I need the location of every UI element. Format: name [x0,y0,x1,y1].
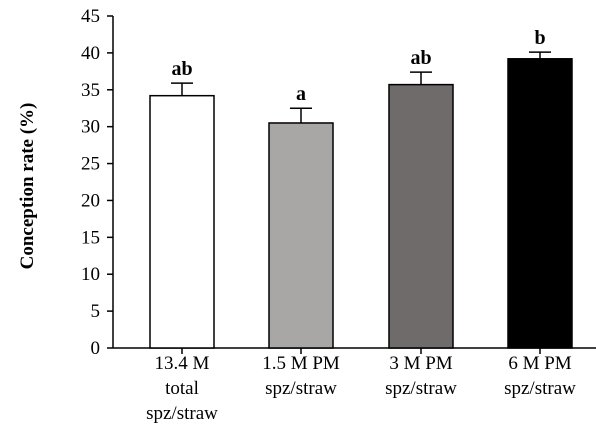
x-tick-label-line: total [165,378,199,399]
y-tick-label: 10 [81,264,100,285]
bar [268,122,334,349]
significance-label: ab [171,58,192,80]
y-ticks-group: 0 5 10 15 20 25 30 35 40 45 [81,6,113,359]
x-tick-label: 13.4 M total spz/straw [146,353,218,424]
bar [507,58,573,349]
bar [149,94,215,349]
y-tick-label: 5 [91,301,101,322]
y-tick-label: 30 [81,117,100,138]
significance-label: ab [410,47,431,69]
x-tick-label-line: 1.5 M PM [262,353,340,374]
x-tick-label: 3 M PM spz/straw [385,353,457,399]
x-tick-label-line: spz/straw [265,378,337,399]
x-tick-label: 1.5 M PM spz/straw [262,353,340,399]
x-tick-label-line: spz/straw [385,378,457,399]
x-tick-label: 6 M PM spz/straw [504,353,576,399]
x-tick-label-line: 13.4 M [155,353,210,374]
bars-group: ab a ab b [149,27,573,349]
x-tick-label-line: spz/straw [504,378,576,399]
significance-label: a [296,83,306,105]
y-tick-label: 0 [91,338,101,359]
y-tick-label: 40 [81,43,100,64]
significance-label: b [534,27,545,49]
y-axis-label: Conception rate (%) [17,103,38,270]
bar [388,83,454,349]
y-tick-label: 20 [81,190,100,211]
x-tick-label-line: 6 M PM [508,353,571,374]
x-tick-label-line: 3 M PM [389,353,452,374]
y-tick-label: 25 [81,154,100,175]
y-tick-label: 35 [81,80,100,101]
y-tick-label: 45 [81,6,100,27]
x-tick-label-line: spz/straw [146,403,218,424]
y-tick-label: 15 [81,227,100,248]
